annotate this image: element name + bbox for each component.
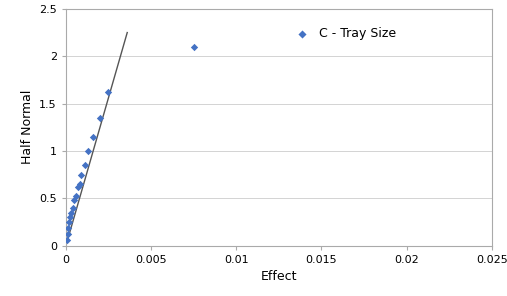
Point <box>96 115 104 120</box>
Point <box>65 220 74 224</box>
Point <box>77 172 85 177</box>
Legend: C - Tray Size: C - Tray Size <box>285 22 401 45</box>
Point <box>76 182 84 186</box>
Point <box>84 149 92 153</box>
X-axis label: Effect: Effect <box>261 270 297 283</box>
Point <box>63 232 71 237</box>
Point <box>74 185 82 189</box>
Point <box>64 225 73 230</box>
Point <box>81 163 89 168</box>
Point <box>68 205 77 210</box>
Point <box>89 134 97 139</box>
Point <box>67 210 75 215</box>
Point <box>104 90 113 95</box>
C - Tray Size <box>190 44 198 49</box>
Point <box>66 215 74 220</box>
Point <box>63 238 71 242</box>
Point <box>70 198 79 202</box>
Y-axis label: Half Normal: Half Normal <box>21 90 33 165</box>
Point <box>72 194 80 199</box>
